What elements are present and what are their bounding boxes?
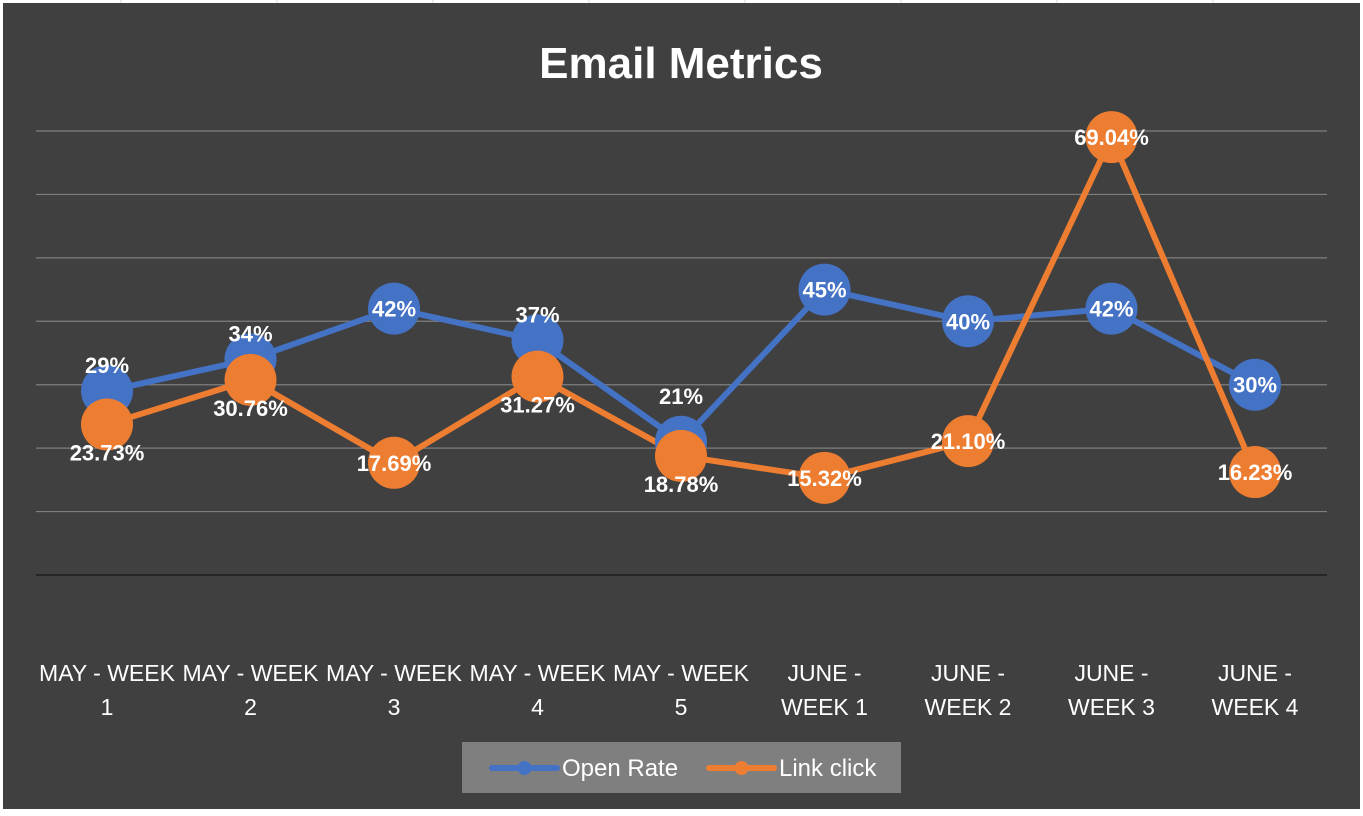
legend-label: Open Rate <box>562 755 678 782</box>
link-click-marker[interactable] <box>798 451 851 504</box>
link-click-data-label: 18.78% <box>644 472 719 497</box>
link-click-data-label: 30.76% <box>213 396 288 421</box>
open-rate-data-label: 34% <box>228 321 272 346</box>
link-click-marker[interactable] <box>1085 111 1138 164</box>
link-click-marker[interactable] <box>224 353 277 406</box>
x-tick-label: JUNE -WEEK 2 <box>925 660 1012 720</box>
link-click-data-label: 31.27% <box>500 393 575 418</box>
open-rate-data-label: 29% <box>85 353 129 378</box>
x-tick-label: MAY - WEEK 3 <box>326 660 463 720</box>
data-labels: 29% 34% 42% 37% 21% 45% 40% 42% 30% 23.73% 30.76% 1… <box>70 125 1293 497</box>
legend-item-link-click[interactable]: Link click <box>706 755 877 782</box>
legend-marker-swatch <box>734 761 749 775</box>
spreadsheet-gridlines <box>120 0 1214 3</box>
link-click-data-label: 16.23% <box>1218 460 1293 485</box>
open-rate-data-label: 37% <box>515 302 559 327</box>
chart-title: Email Metrics <box>539 39 823 88</box>
series-markers <box>81 111 1281 504</box>
legend-label: Link click <box>779 755 877 782</box>
open-rate-marker[interactable] <box>1085 282 1138 335</box>
x-tick-label: JUNE -WEEK 1 <box>781 660 868 720</box>
open-rate-marker[interactable] <box>1229 358 1281 411</box>
x-tick-label: MAY - WEEK 5 <box>613 660 750 720</box>
x-tick-label: JUNE -WEEK 3 <box>1068 660 1155 720</box>
link-click-data-label: 69.04% <box>1074 125 1149 150</box>
link-click-data-label: 23.73% <box>70 440 145 465</box>
link-click-marker[interactable] <box>81 398 133 451</box>
open-rate-data-label: 40% <box>946 309 990 334</box>
link-click-marker[interactable] <box>511 350 564 403</box>
open-rate-marker[interactable] <box>511 314 564 367</box>
legend-marker-swatch <box>517 761 532 775</box>
link-click-data-label: 17.69% <box>357 451 432 476</box>
link-click-marker[interactable] <box>655 429 707 482</box>
open-rate-marker[interactable] <box>942 295 994 348</box>
x-tick-label: MAY - WEEK 1 <box>39 660 176 720</box>
link-click-marker[interactable] <box>368 436 420 489</box>
open-rate-data-label: 45% <box>802 278 846 303</box>
x-tick-label: JUNE -WEEK 4 <box>1212 660 1299 720</box>
x-tick-label: MAY - WEEK 2 <box>183 660 320 720</box>
link-click-marker[interactable] <box>942 415 994 468</box>
legend[interactable]: Open Rate Link click <box>462 742 901 793</box>
link-click-data-label: 15.32% <box>787 466 862 491</box>
open-rate-data-label: 21% <box>659 384 703 409</box>
x-tick-label: MAY - WEEK 4 <box>470 660 607 720</box>
open-rate-marker[interactable] <box>798 263 851 316</box>
legend-item-open-rate[interactable]: Open Rate <box>489 755 678 782</box>
link-click-data-label: 21.10% <box>931 429 1006 454</box>
open-rate-data-label: 42% <box>1089 297 1133 322</box>
link-click-marker[interactable] <box>1229 446 1281 499</box>
open-rate-data-label: 30% <box>1233 373 1277 398</box>
open-rate-data-label: 42% <box>372 297 416 322</box>
open-rate-marker[interactable] <box>368 282 420 335</box>
